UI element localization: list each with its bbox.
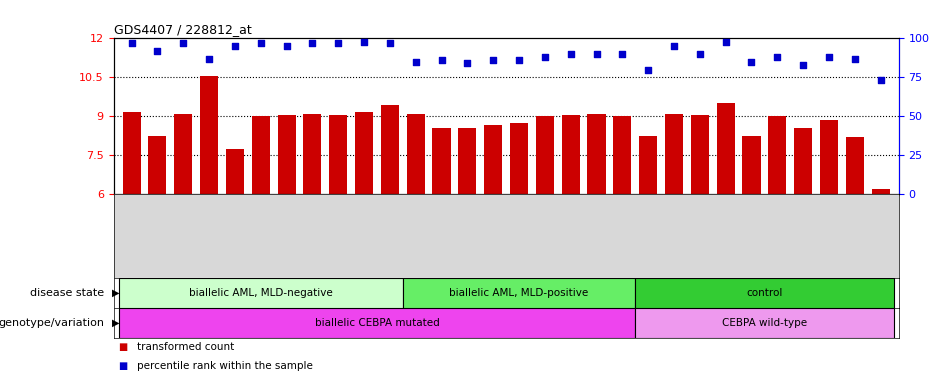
Point bbox=[821, 54, 836, 60]
Point bbox=[149, 48, 165, 54]
Point bbox=[279, 43, 294, 49]
Text: disease state: disease state bbox=[30, 288, 104, 298]
Bar bbox=[820, 120, 838, 194]
Bar bbox=[277, 115, 295, 194]
Text: GDS4407 / 228812_at: GDS4407 / 228812_at bbox=[114, 23, 252, 36]
Bar bbox=[636, 308, 894, 338]
Text: ▶: ▶ bbox=[112, 318, 119, 328]
Bar bbox=[355, 113, 373, 194]
Bar bbox=[403, 278, 636, 308]
Bar bbox=[123, 113, 141, 194]
Point bbox=[744, 59, 759, 65]
Text: percentile rank within the sample: percentile rank within the sample bbox=[137, 361, 313, 371]
Text: control: control bbox=[746, 288, 782, 298]
Bar bbox=[304, 114, 322, 194]
Text: ■: ■ bbox=[118, 342, 128, 352]
Point bbox=[201, 56, 217, 62]
Bar bbox=[794, 128, 813, 194]
Point bbox=[124, 40, 139, 46]
Bar bbox=[562, 115, 580, 194]
Bar bbox=[639, 136, 657, 194]
Bar bbox=[587, 114, 605, 194]
Bar bbox=[768, 116, 786, 194]
Point bbox=[512, 57, 527, 63]
Bar bbox=[717, 103, 735, 194]
Point bbox=[331, 40, 346, 46]
Bar bbox=[846, 137, 864, 194]
Point bbox=[382, 40, 397, 46]
Bar bbox=[484, 125, 502, 194]
Bar bbox=[329, 115, 347, 194]
Bar bbox=[407, 114, 425, 194]
Bar bbox=[118, 308, 636, 338]
Point bbox=[460, 60, 475, 66]
Bar bbox=[432, 128, 450, 194]
Bar bbox=[743, 136, 761, 194]
Point bbox=[254, 40, 269, 46]
Point bbox=[537, 54, 552, 60]
Text: biallelic AML, MLD-positive: biallelic AML, MLD-positive bbox=[449, 288, 588, 298]
Point bbox=[357, 38, 372, 45]
Bar bbox=[118, 278, 403, 308]
Text: transformed count: transformed count bbox=[137, 342, 235, 352]
Point bbox=[408, 59, 423, 65]
Point bbox=[666, 43, 681, 49]
Point bbox=[563, 51, 578, 57]
Bar bbox=[174, 114, 192, 194]
Bar bbox=[636, 278, 894, 308]
Text: biallelic AML, MLD-negative: biallelic AML, MLD-negative bbox=[189, 288, 333, 298]
Bar bbox=[252, 116, 270, 194]
Text: ■: ■ bbox=[118, 361, 128, 371]
Bar bbox=[226, 149, 244, 194]
Text: genotype/variation: genotype/variation bbox=[0, 318, 104, 328]
Text: CEBPA wild-type: CEBPA wild-type bbox=[722, 318, 807, 328]
Point bbox=[615, 51, 630, 57]
Bar bbox=[665, 114, 683, 194]
Point bbox=[692, 51, 708, 57]
Point bbox=[305, 40, 320, 46]
Text: biallelic CEBPA mutated: biallelic CEBPA mutated bbox=[315, 318, 439, 328]
Point bbox=[770, 54, 785, 60]
Point bbox=[589, 51, 604, 57]
Point bbox=[434, 57, 449, 63]
Bar bbox=[535, 116, 554, 194]
Point bbox=[718, 38, 733, 45]
Point bbox=[848, 56, 863, 62]
Point bbox=[796, 62, 811, 68]
Bar bbox=[691, 115, 709, 194]
Text: ▶: ▶ bbox=[112, 288, 119, 298]
Bar bbox=[200, 76, 219, 194]
Point bbox=[873, 78, 888, 84]
Bar bbox=[458, 128, 477, 194]
Bar bbox=[613, 116, 631, 194]
Point bbox=[227, 43, 242, 49]
Bar bbox=[510, 123, 528, 194]
Bar bbox=[149, 136, 166, 194]
Point bbox=[176, 40, 191, 46]
Point bbox=[485, 57, 500, 63]
Bar bbox=[381, 104, 399, 194]
Point bbox=[640, 66, 656, 73]
Bar bbox=[871, 189, 889, 194]
